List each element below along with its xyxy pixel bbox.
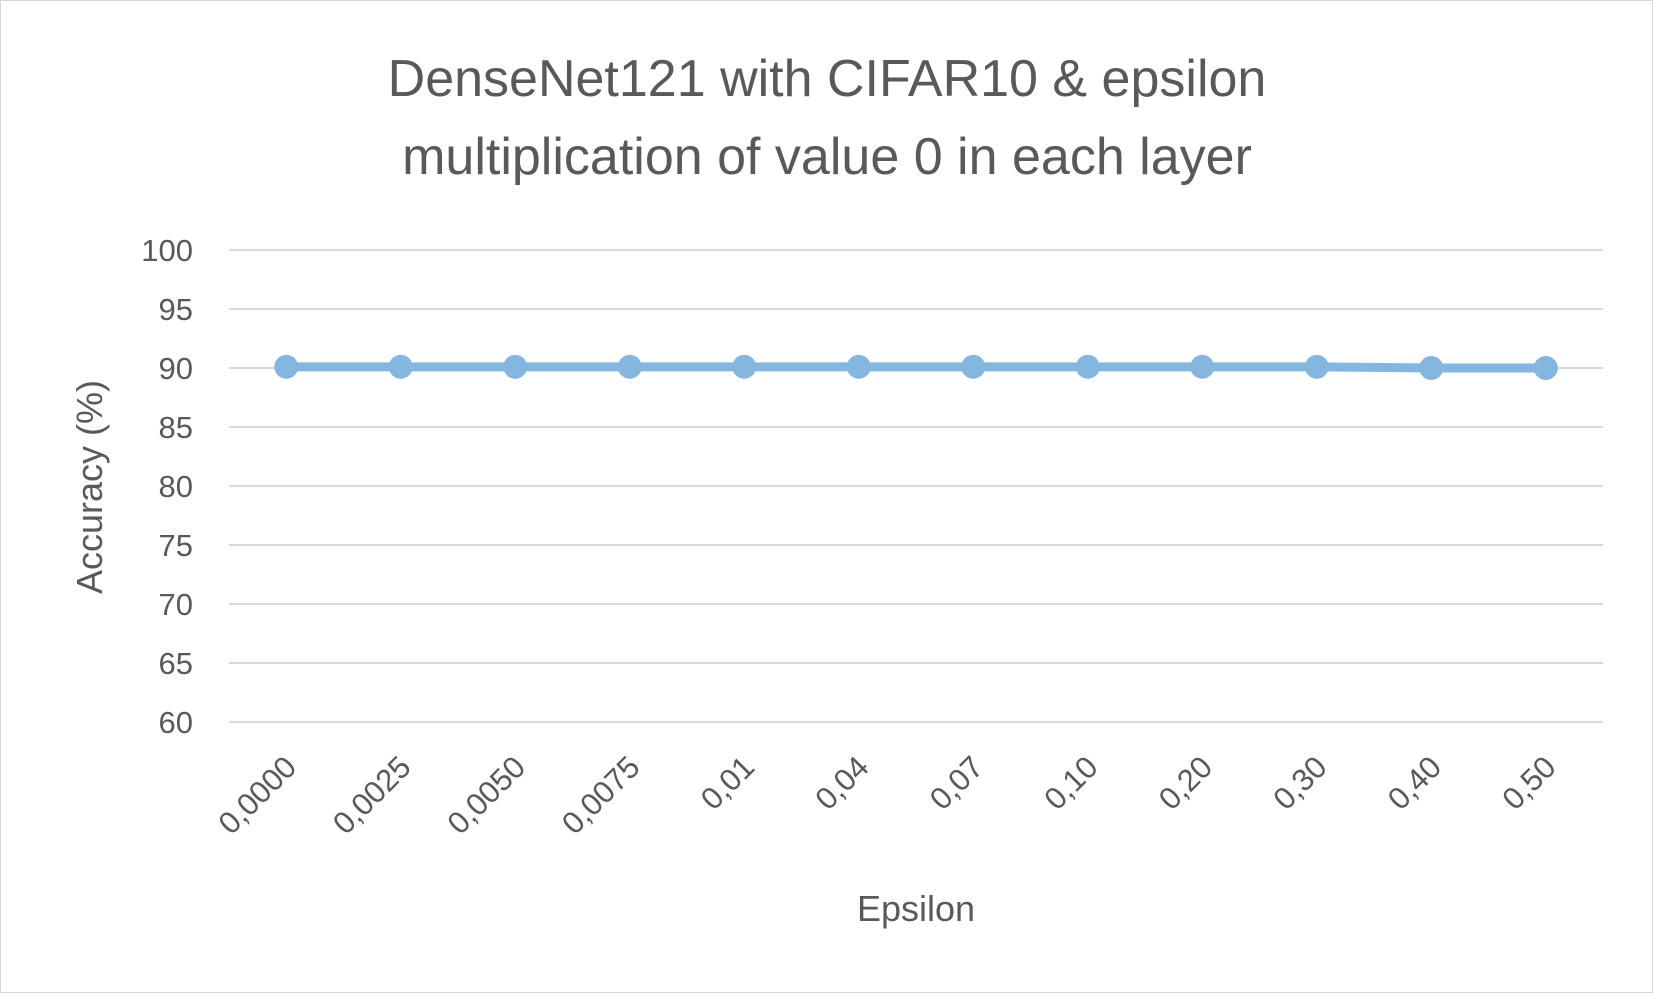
x-tick-label: 0,10 [1037, 749, 1104, 816]
data-point [503, 354, 528, 379]
y-tick-label: 85 [159, 410, 193, 445]
x-tick-label: 0,07 [923, 749, 990, 816]
y-axis-ticks: 60 65 70 75 80 85 90 95 100 [141, 233, 193, 740]
y-tick-label: 75 [159, 528, 193, 563]
x-tick-label: 0,50 [1495, 749, 1562, 816]
data-point [846, 354, 871, 379]
y-tick-label: 60 [159, 705, 193, 740]
y-tick-label: 70 [159, 587, 193, 622]
x-tick-label: 0,30 [1266, 749, 1333, 816]
data-point [1190, 354, 1215, 379]
data-point [1419, 356, 1444, 380]
x-tick-label: 0,0075 [555, 749, 647, 841]
x-tick-label: 0,0050 [440, 749, 532, 841]
y-axis-title: Accuracy (%) [69, 380, 110, 594]
x-axis-title: Epsilon [857, 888, 975, 929]
data-point [961, 354, 986, 379]
data-point [1533, 356, 1558, 380]
y-tick-label: 90 [159, 351, 193, 386]
chart-title-line-1: DenseNet121 with CIFAR10 & epsilon [388, 50, 1267, 108]
y-tick-label: 100 [141, 233, 193, 268]
data-point [732, 354, 757, 379]
y-tick-label: 65 [159, 646, 193, 681]
chart-title-line-2: multiplication of value 0 in each layer [402, 128, 1252, 186]
y-tick-label: 95 [159, 292, 193, 327]
series-layer [274, 354, 1558, 380]
x-tick-label: 0,20 [1152, 749, 1219, 816]
series-line [281, 362, 1551, 373]
y-tick-label: 80 [159, 469, 193, 504]
data-point [1304, 354, 1329, 379]
data-point [274, 354, 299, 379]
gridlines [229, 249, 1603, 723]
data-point [617, 354, 642, 379]
x-tick-label: 0,0000 [211, 749, 303, 841]
x-tick-label: 0,04 [808, 749, 875, 816]
x-tick-label: 0,40 [1381, 749, 1448, 816]
data-point [1075, 354, 1100, 379]
x-tick-label: 0,0025 [326, 749, 418, 841]
data-point [388, 354, 413, 379]
x-tick-label: 0,01 [694, 749, 761, 816]
x-axis-ticks: 0,0000 0,0025 0,0050 0,0075 0,01 0,04 0,07 0,10… [211, 749, 1562, 841]
